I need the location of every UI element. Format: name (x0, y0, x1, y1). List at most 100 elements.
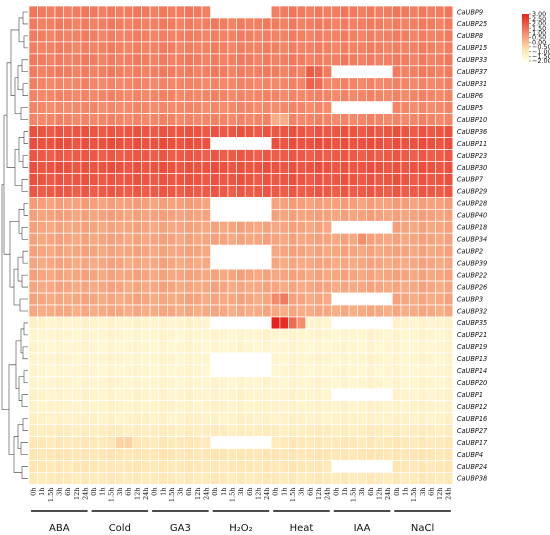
heatmap-cell (288, 208, 298, 222)
heatmap-cell (149, 448, 160, 461)
heatmap-cell (288, 376, 298, 390)
heatmap-cell (322, 101, 333, 114)
heatmap-cell (193, 197, 203, 210)
heatmap-cell (132, 328, 142, 342)
heatmap-cell (383, 125, 393, 138)
heatmap-cell (322, 137, 333, 150)
heatmap-cell (227, 268, 237, 282)
heatmap-cell (89, 53, 99, 67)
heatmap-cell (443, 197, 454, 210)
heatmap-cell (193, 292, 203, 306)
heatmap-cell (253, 268, 263, 282)
heatmap-cell (305, 340, 315, 354)
heatmap-cell (89, 340, 99, 354)
heatmap-cell (141, 77, 151, 91)
heatmap-cell (322, 17, 333, 31)
heatmap-cell (141, 460, 151, 473)
heatmap-cell (184, 400, 194, 413)
heatmap-cell (417, 125, 428, 138)
heatmap-cell (227, 53, 237, 67)
heatmap-cell (262, 460, 272, 473)
heatmap-cell (227, 161, 237, 174)
heatmap-cell (97, 173, 108, 186)
heatmap-cell (270, 65, 281, 79)
heatmap-cell (417, 328, 428, 342)
heatmap-cell (443, 304, 454, 318)
heatmap-cell (167, 244, 177, 258)
heatmap-cell (89, 113, 99, 126)
heatmap-cell (322, 197, 333, 210)
heatmap-cell (331, 113, 341, 126)
time-tick-label: 24h (445, 487, 453, 500)
heatmap-cell (115, 388, 125, 402)
heatmap-cell (132, 77, 142, 91)
heatmap-cell (366, 41, 376, 55)
heatmap-cell (167, 101, 177, 114)
heatmap-cell (184, 448, 194, 461)
heatmap-cell (115, 400, 125, 413)
heatmap-cell (262, 5, 272, 19)
heatmap-cell (331, 125, 341, 138)
heatmap-cell (89, 268, 99, 282)
heatmap-cell (305, 53, 315, 67)
heatmap-cell (115, 460, 125, 473)
heatmap-cell (409, 197, 419, 210)
heatmap-cell (322, 244, 333, 258)
heatmap-cell (314, 472, 324, 485)
treatment-label: Cold (109, 523, 131, 534)
heatmap-cell (253, 472, 263, 485)
heatmap-cell (357, 256, 367, 270)
heatmap-cell (236, 388, 246, 402)
heatmap-cell (236, 220, 246, 234)
heatmap-cell (106, 232, 116, 246)
heatmap-cell (227, 65, 237, 79)
heatmap-cell (279, 268, 289, 282)
heatmap-cell (270, 5, 281, 19)
heatmap-cell (227, 149, 237, 162)
heatmap-cell (262, 185, 272, 198)
heatmap-cell (63, 208, 73, 222)
heatmap-cell (89, 364, 99, 378)
heatmap-cell (383, 41, 393, 55)
heatmap-cell (123, 125, 134, 138)
time-tick-label: 3h (237, 487, 245, 496)
heatmap-cell (296, 328, 307, 342)
heatmap-cell (141, 137, 151, 150)
heatmap-cell (123, 304, 134, 318)
heatmap-cell (115, 316, 125, 330)
heatmap-cell (426, 113, 436, 126)
heatmap-cell (296, 137, 307, 150)
heatmap-cell (314, 244, 324, 258)
heatmap-cell (80, 448, 90, 461)
heatmap-cell (417, 376, 428, 390)
heatmap-cell (435, 137, 445, 150)
heatmap-cell (28, 376, 38, 390)
heatmap-cell (314, 292, 324, 306)
heatmap-cell (331, 89, 341, 103)
heatmap-cell (322, 77, 333, 91)
heatmap-cell (71, 388, 82, 402)
heatmap-cell (141, 388, 151, 402)
heatmap-cell (45, 412, 56, 425)
heatmap-cell (322, 65, 333, 79)
heatmap-cell (348, 77, 359, 91)
heatmap-cell (175, 89, 186, 103)
heatmap-cell (132, 5, 142, 19)
heatmap-cell (391, 340, 402, 354)
heatmap-cell (262, 220, 272, 234)
heatmap-cell (218, 268, 229, 282)
heatmap-cell (314, 364, 324, 378)
heatmap-cell (54, 125, 64, 138)
heatmap-cell (193, 41, 203, 55)
heatmap-cell (80, 388, 90, 402)
heatmap-cell (218, 304, 229, 318)
heatmap-cell (167, 113, 177, 126)
time-tick-labels: 0h 1h 1.5h 3h 6h 12h 24h 0h 1h 1.5h 3h 6h 12h 24h 0h 1h… (30, 487, 453, 502)
heatmap-cell (253, 137, 263, 150)
heatmap-cell (227, 364, 237, 378)
heatmap-cell (80, 53, 90, 67)
heatmap-cell (331, 364, 341, 378)
heatmap-cell (149, 316, 160, 330)
heatmap-cell (253, 412, 263, 425)
heatmap-cell (314, 268, 324, 282)
